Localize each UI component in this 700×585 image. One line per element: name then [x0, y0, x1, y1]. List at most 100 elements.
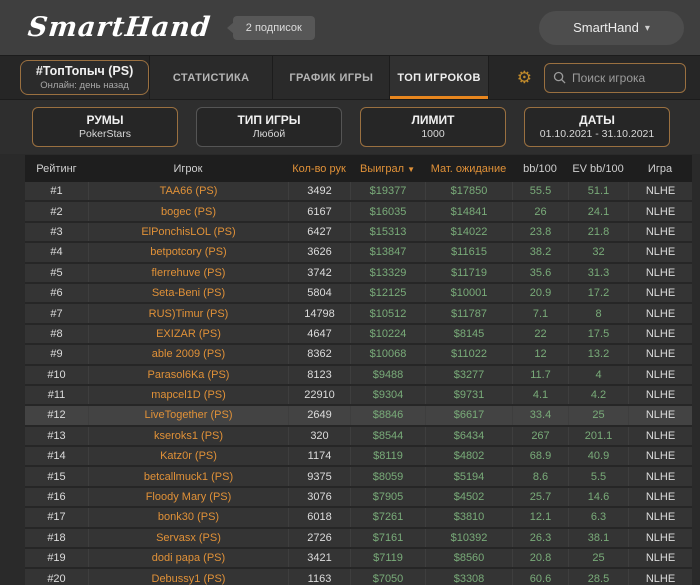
evbb100-cell: 5.5: [568, 467, 628, 486]
table-row[interactable]: #2 bogec (PS) 6167 $16035 $14841 26 24.1 NLHE: [25, 202, 692, 223]
gear-icon[interactable]: ⚙: [516, 67, 532, 87]
won-cell: $8846: [350, 406, 425, 425]
player-name[interactable]: TAA66 (PS): [88, 182, 288, 201]
player-name[interactable]: Servasx (PS): [88, 528, 288, 548]
rank-cell: #20: [47, 572, 66, 585]
player-name[interactable]: Debussy1 (PS): [88, 569, 288, 585]
filter-dates-label: ДАТЫ: [579, 112, 615, 127]
evbb100-cell: 51.1: [568, 182, 628, 201]
won-cell: $12125: [350, 283, 425, 303]
table-row[interactable]: #18 Servasx (PS) 2726 $7161 $10392 26.3 38.1 NL…: [25, 528, 692, 550]
player-name[interactable]: RUS)Timur (PS): [88, 304, 288, 323]
column-header-expectation[interactable]: Мат. ожидание: [430, 162, 507, 175]
account-menu-button[interactable]: SmartHand ▾: [539, 10, 684, 45]
hands-cell: 2726: [288, 528, 350, 548]
hands-cell: 6018: [288, 508, 350, 527]
table-row[interactable]: #15 betcallmuck1 (PS) 9375 $8059 $5194 8.6 5.5…: [25, 467, 692, 488]
subscriptions-badge-label: 2 подписок: [245, 21, 302, 34]
player-name[interactable]: bonk30 (PS): [88, 508, 288, 527]
evbb100-cell: 17.2: [568, 283, 628, 303]
player-name[interactable]: bogec (PS): [88, 202, 288, 221]
player-name[interactable]: Seta-Beni (PS): [88, 283, 288, 303]
app-logo[interactable]: SmartHand: [26, 12, 213, 43]
hands-cell: 3492: [288, 182, 350, 201]
player-name[interactable]: flerrehuve (PS): [88, 263, 288, 282]
column-header-player[interactable]: Игрок: [173, 162, 203, 175]
badge-tail-icon: [226, 21, 234, 34]
player-name[interactable]: Floody Mary (PS): [88, 487, 288, 507]
filter-rooms[interactable]: РУМЫ PokerStars: [32, 107, 178, 147]
table-row[interactable]: #17 bonk30 (PS) 6018 $7261 $3810 12.1 6.3 NLHE: [25, 508, 692, 529]
table-row[interactable]: #6 Seta-Beni (PS) 5804 $12125 $10001 20.9 17.2…: [25, 283, 692, 305]
player-name[interactable]: betcallmuck1 (PS): [88, 467, 288, 486]
hands-cell: 3626: [288, 243, 350, 262]
player-name[interactable]: dodi papa (PS): [88, 549, 288, 568]
table-row[interactable]: #11 mapcel1D (PS) 22910 $9304 $9731 4.1 4.2 NLH…: [25, 385, 692, 407]
game-cell: NLHE: [628, 569, 692, 585]
table-row[interactable]: #1 TAA66 (PS) 3492 $19377 $17850 55.5 51.1 NLHE: [25, 182, 692, 203]
filter-limit-label: ЛИМИТ: [411, 112, 455, 127]
filter-dates[interactable]: ДАТЫ 01.10.2021 - 31.10.2021: [524, 107, 670, 147]
table-row[interactable]: #9 able 2009 (PS) 8362 $10068 $11022 12 13.2 NL…: [25, 345, 692, 366]
column-header-evbb100[interactable]: EV bb/100: [572, 162, 624, 175]
rank-cell: #4: [50, 246, 63, 259]
player-name[interactable]: kseroks1 (PS): [88, 426, 288, 446]
hands-cell: 3742: [288, 263, 350, 282]
bb100-cell: 55.5: [512, 182, 568, 201]
table-row[interactable]: #4 betpotcory (PS) 3626 $13847 $11615 38.2 32 N…: [25, 243, 692, 264]
tab-top-players[interactable]: ТОП ИГРОКОВ: [389, 56, 489, 99]
tab-statistics[interactable]: СТАТИСТИКА: [149, 56, 273, 99]
filter-limit-value: 1000: [421, 127, 445, 140]
table-row[interactable]: #20 Debussy1 (PS) 1163 $7050 $3308 60.6 28.5 NL…: [25, 569, 692, 585]
player-name[interactable]: EXIZAR (PS): [88, 324, 288, 344]
hands-cell: 6167: [288, 202, 350, 221]
expectation-cell: $6434: [425, 426, 512, 446]
won-cell: $16035: [350, 202, 425, 221]
player-name[interactable]: Katz0r (PS): [88, 447, 288, 466]
tab-player-profile[interactable]: #ТопТопыч (PS) Онлайн: день назад: [20, 60, 150, 95]
hands-cell: 8123: [288, 365, 350, 384]
table-row[interactable]: #8 EXIZAR (PS) 4647 $10224 $8145 22 17.5 NLHE: [25, 324, 692, 346]
expectation-cell: $11615: [425, 243, 512, 262]
column-header-rating[interactable]: Рейтинг: [36, 162, 77, 175]
player-name[interactable]: LiveTogether (PS): [88, 406, 288, 425]
player-name[interactable]: mapcel1D (PS): [88, 385, 288, 405]
evbb100-cell: 201.1: [568, 426, 628, 446]
rank-cell: #6: [50, 287, 63, 300]
table-row[interactable]: #10 Parasol6Ka (PS) 8123 $9488 $3277 11.7 4 NLH…: [25, 365, 692, 386]
bb100-cell: 12: [512, 345, 568, 364]
column-header-bb100[interactable]: bb/100: [523, 162, 557, 175]
table-row[interactable]: #19 dodi papa (PS) 3421 $7119 $8560 20.8 25 NLH…: [25, 549, 692, 570]
rank-cell: #15: [47, 470, 66, 483]
search-input[interactable]: [572, 70, 677, 85]
table-row[interactable]: #13 kseroks1 (PS) 320 $8544 $6434 267 201.1 NLH…: [25, 426, 692, 448]
table-row[interactable]: #16 Floody Mary (PS) 3076 $7905 $4502 25.7 14.…: [25, 487, 692, 509]
bb100-cell: 4.1: [512, 385, 568, 405]
player-name[interactable]: betpotcory (PS): [88, 243, 288, 262]
table-row[interactable]: #3 ElPonchisLOL (PS) 6427 $15313 $14022 23.8 2…: [25, 222, 692, 244]
player-name[interactable]: ElPonchisLOL (PS): [88, 222, 288, 242]
hands-cell: 14798: [288, 304, 350, 323]
bb100-cell: 33.4: [512, 406, 568, 425]
table-row[interactable]: #5 flerrehuve (PS) 3742 $13329 $11719 35.6 31.…: [25, 263, 692, 284]
table-row[interactable]: #14 Katz0r (PS) 1174 $8119 $4802 68.9 40.9 NLHE: [25, 447, 692, 468]
filter-game-type[interactable]: ТИП ИГРЫ Любой: [196, 107, 342, 147]
expectation-cell: $4802: [425, 447, 512, 466]
search-box[interactable]: [544, 62, 686, 93]
subscriptions-badge[interactable]: 2 подписок: [226, 15, 315, 40]
column-header-hands[interactable]: Кол-во рук: [292, 162, 346, 175]
player-name[interactable]: able 2009 (PS): [88, 345, 288, 364]
expectation-cell: $4502: [425, 487, 512, 507]
column-header-won[interactable]: Выиграл ▼: [350, 163, 425, 175]
filter-limit[interactable]: ЛИМИТ 1000: [360, 107, 506, 147]
game-cell: NLHE: [628, 243, 692, 262]
table-row[interactable]: #7 RUS)Timur (PS) 14798 $10512 $11787 7.1 8 NLH…: [25, 304, 692, 325]
hands-cell: 3076: [288, 487, 350, 507]
game-cell: NLHE: [628, 222, 692, 242]
player-name[interactable]: Parasol6Ka (PS): [88, 365, 288, 384]
evbb100-cell: 25: [568, 406, 628, 425]
expectation-cell: $11787: [425, 304, 512, 323]
column-header-game[interactable]: Игра: [647, 162, 673, 175]
tab-game-graph[interactable]: ГРАФИК ИГРЫ: [272, 56, 390, 99]
table-row[interactable]: #12 LiveTogether (PS) 2649 $8846 $6617 33.4 25…: [25, 406, 692, 427]
